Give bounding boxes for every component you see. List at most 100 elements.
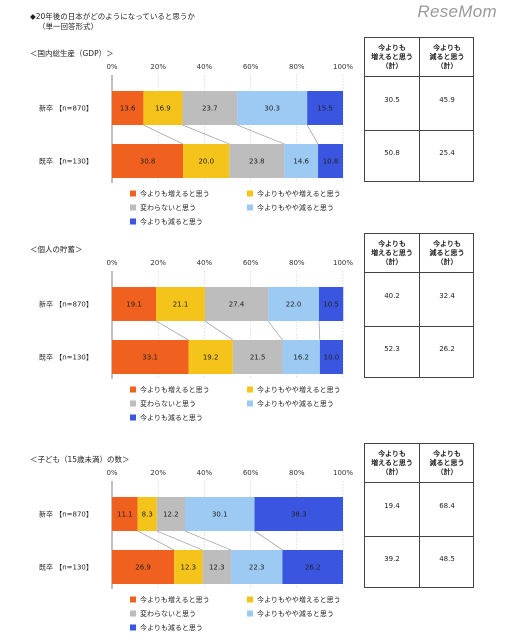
- table-divider: [419, 234, 420, 377]
- table-divider: [365, 326, 473, 327]
- data-label: 12.3: [209, 564, 225, 572]
- bar-segment: [284, 144, 319, 178]
- bar-segment: [319, 340, 343, 374]
- data-label: 30.8: [140, 158, 156, 166]
- data-label: 10.8: [323, 158, 339, 166]
- table-cell: 30.5: [384, 96, 400, 104]
- legend-label: 今よりも減ると思う: [140, 413, 203, 422]
- connector-line: [267, 320, 283, 341]
- data-label: 23.7: [202, 105, 218, 113]
- legend-label: 変わらないと思う: [140, 399, 196, 408]
- summary-table: 今よりも 増えると思う （計） 今よりも 減ると思う （計） 19.4 68.4 39.…: [364, 443, 474, 588]
- data-label: 21.1: [173, 301, 189, 309]
- tick-label: 60%: [243, 63, 259, 71]
- table-cell: 52.3: [384, 345, 400, 353]
- bar-segment: [318, 144, 343, 178]
- section-title: ＜子ども（15歳未満）の数＞: [30, 455, 130, 464]
- legend-swatch: [130, 386, 136, 393]
- bar-segment: [188, 340, 233, 374]
- bar-segment: [183, 144, 230, 178]
- legend-label: 今よりもやや減ると思う: [257, 203, 334, 212]
- data-label: 14.6: [293, 158, 309, 166]
- bar-segment: [268, 287, 319, 321]
- connector-line: [318, 320, 321, 341]
- resemom-watermark-logo: ReseMom: [417, 2, 497, 21]
- stacked-bar-chart: 0% 20% 40% 60% 80% 100% 新卒 【n=870】 13.6 16.9 23.7…: [39, 63, 353, 226]
- data-label: 23.8: [249, 158, 265, 166]
- bar-segment: [143, 91, 183, 125]
- legend-label: 今よりもやや増えると思う: [257, 189, 341, 198]
- table-cell: 39.2: [384, 555, 400, 563]
- tick-label: 100%: [333, 63, 353, 71]
- bar-segment: [237, 91, 308, 125]
- table-divider: [419, 444, 420, 587]
- legend-label: 変わらないと思う: [140, 203, 196, 212]
- table-cell: 68.4: [439, 502, 455, 510]
- data-label: 19.1: [126, 301, 142, 309]
- category-label: 新卒 【n=870】: [39, 510, 93, 519]
- tick-label: 20%: [150, 63, 166, 71]
- table-cell: 48.5: [439, 555, 455, 563]
- bar-segment: [232, 340, 283, 374]
- table-cell: 50.8: [384, 149, 400, 157]
- table-header-increase: 今よりも 増えると思う （計）: [371, 240, 413, 266]
- table-header-increase: 今よりも 増えると思う （計）: [371, 450, 413, 476]
- tick-label: 40%: [197, 469, 213, 477]
- table-divider: [365, 482, 473, 483]
- table-cell: 32.4: [439, 292, 455, 300]
- connector-line: [237, 124, 285, 145]
- legend-swatch: [130, 400, 136, 407]
- legend-swatch: [247, 204, 253, 211]
- bar-segment: [230, 550, 283, 584]
- tick-label: 40%: [197, 63, 213, 71]
- stacked-bar-chart: 0% 20% 40% 60% 80% 100% 新卒 【n=870】 11.1 8.3 12.2 3…: [39, 469, 353, 632]
- data-label: 33.1: [142, 354, 158, 362]
- tick-label: 80%: [289, 469, 305, 477]
- category-label: 既卒 【n=130】: [39, 353, 93, 362]
- bar-segment: [112, 497, 138, 531]
- bar-segment: [156, 287, 205, 321]
- legend-swatch: [247, 596, 253, 603]
- tick-label: 100%: [333, 259, 353, 267]
- table-header-decrease: 今よりも 減ると思う （計）: [429, 240, 465, 266]
- category-label: 既卒 【n=130】: [39, 563, 93, 572]
- data-label: 16.2: [293, 354, 309, 362]
- summary-table: 今よりも 増えると思う （計） 今よりも 減ると思う （計） 40.2 32.4 52.…: [364, 233, 474, 378]
- bar-segment: [202, 550, 231, 584]
- bar-segment: [174, 550, 203, 584]
- bar-segment: [112, 550, 175, 584]
- bar-segment: [112, 340, 189, 374]
- data-label: 10.5: [323, 301, 339, 309]
- bar-segment: [204, 287, 269, 321]
- bar-segment: [282, 340, 320, 374]
- tick-label: 80%: [289, 259, 305, 267]
- data-label: 16.9: [155, 105, 171, 113]
- data-label: 10.0: [324, 354, 340, 362]
- bar-segment: [184, 497, 255, 531]
- data-label: 8.3: [142, 511, 153, 519]
- legend-label: 今よりも増えると思う: [140, 595, 210, 604]
- table-divider: [365, 76, 473, 77]
- data-label: 38.3: [291, 511, 307, 519]
- table-divider: [365, 272, 473, 273]
- tick-label: 60%: [243, 259, 259, 267]
- category-label: 既卒 【n=130】: [39, 157, 93, 166]
- section-title: ＜国内総生産（GDP）＞: [30, 49, 114, 58]
- connector-line: [156, 530, 203, 551]
- table-divider: [365, 536, 473, 537]
- bar-segment: [182, 91, 238, 125]
- table-cell: 26.2: [439, 345, 455, 353]
- category-label: 新卒 【n=870】: [39, 104, 93, 113]
- legend-swatch: [130, 414, 136, 421]
- table-divider: [419, 38, 420, 181]
- data-label: 30.1: [212, 511, 228, 519]
- data-label: 15.5: [317, 105, 333, 113]
- legend-swatch: [247, 386, 253, 393]
- page-subtitle: （単一回答形式）: [38, 22, 98, 31]
- legend-swatch: [130, 596, 136, 603]
- stacked-bar-chart: 0% 20% 40% 60% 80% 100% 新卒 【n=870】 19.1 21.1 27.4…: [39, 259, 353, 422]
- tick-label: 0%: [106, 259, 117, 267]
- bar-segment: [112, 144, 184, 178]
- legend-swatch: [130, 218, 136, 225]
- bar-segment: [112, 287, 157, 321]
